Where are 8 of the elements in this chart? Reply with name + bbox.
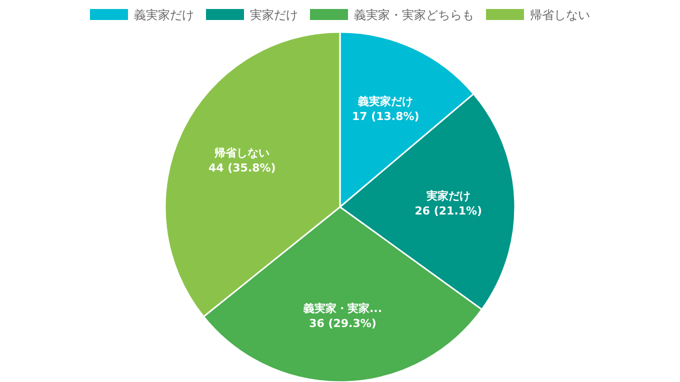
data-label: 義実家だけ 17 (13.8%) — [352, 95, 420, 124]
data-label: 義実家・実家... 36 (29.3%) — [302, 302, 382, 330]
legend-label: 実家だけ — [250, 8, 298, 22]
legend-label: 義実家だけ — [134, 8, 194, 22]
data-label: 実家だけ 26 (21.1%) — [414, 189, 482, 218]
legend-label: 帰省しない — [530, 8, 590, 22]
data-label: 帰省しない 44 (35.8%) — [208, 146, 276, 175]
legend-label: 義実家・実家どちらも — [354, 8, 474, 22]
